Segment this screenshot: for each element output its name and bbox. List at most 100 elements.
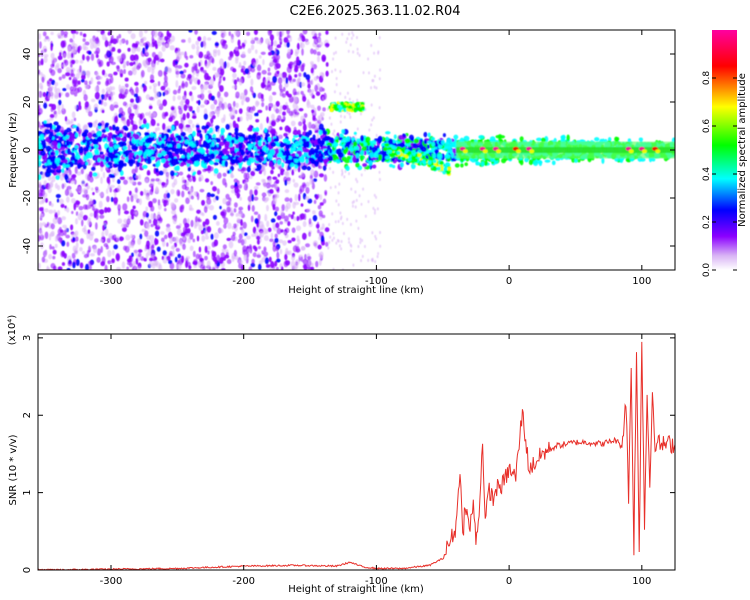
- heatmap-cell: [222, 76, 226, 81]
- heatmap-cell: [59, 198, 64, 205]
- heatmap-cell: [79, 247, 83, 252]
- heatmap-cell: [551, 160, 556, 166]
- heatmap-cell: [206, 225, 212, 233]
- heatmap-cell: [338, 244, 341, 248]
- heatmap-cell: [219, 205, 222, 210]
- heatmap-cell: [266, 204, 269, 212]
- heatmap-cell: [338, 182, 341, 186]
- heatmap-cell: [71, 252, 76, 259]
- heatmap-cell: [356, 98, 359, 102]
- heatmap-cell: [176, 165, 180, 170]
- heatmap-cell: [335, 199, 338, 203]
- heatmap-cell: [296, 235, 300, 242]
- heatmap-cell: [225, 123, 231, 130]
- heatmap-cell: [243, 89, 248, 96]
- heatmap-cell: [312, 115, 316, 121]
- heatmap-cell: [245, 96, 250, 103]
- heatmap-cell: [334, 36, 337, 40]
- heatmap-cell: [347, 171, 350, 176]
- heatmap-cell: [82, 123, 89, 132]
- heatmap-cell: [157, 220, 160, 227]
- heatmap-cell: [166, 242, 169, 247]
- heatmap-cell: [276, 227, 282, 235]
- heatmap-cell: [119, 39, 123, 46]
- heatmap-cell: [90, 53, 95, 61]
- heatmap-cell: [85, 70, 91, 76]
- heatmap-cell: [231, 85, 237, 89]
- heatmap-cell: [251, 204, 255, 212]
- heatmap-cell: [178, 171, 184, 176]
- heatmap-cell: [198, 139, 202, 147]
- heatmap-cell: [182, 243, 186, 250]
- heatmap-cell: [286, 107, 291, 114]
- heatmap-cell: [40, 49, 44, 57]
- heatmap-cell: [299, 185, 305, 193]
- heatmap-cell: [155, 43, 158, 50]
- heatmap-cell: [317, 229, 320, 234]
- heatmap-cell: [187, 167, 191, 172]
- heatmap-cell: [264, 213, 268, 222]
- heatmap-cell: [153, 30, 158, 38]
- heatmap-cell: [164, 75, 168, 83]
- heatmap-cell: [241, 99, 244, 106]
- heatmap-cell: [323, 174, 328, 182]
- heatmap-cell: [137, 249, 143, 253]
- heatmap-cell: [255, 182, 261, 186]
- heatmap-cell: [174, 198, 179, 203]
- heatmap-cell: [137, 266, 141, 270]
- heatmap-cell: [306, 208, 311, 213]
- heatmap-cell: [367, 258, 370, 262]
- heatmap-cell: [228, 31, 232, 36]
- heatmap-cell: [313, 76, 318, 81]
- heatmap-cell: [239, 116, 243, 122]
- heatmap-cell: [70, 224, 74, 231]
- heatmap-cell: [103, 101, 108, 107]
- heatmap-cell: [279, 142, 285, 148]
- heatmap-cell: [296, 150, 300, 155]
- heatmap-cell: [334, 68, 337, 72]
- heatmap-cell: [275, 222, 280, 229]
- heatmap-cell: [287, 159, 292, 165]
- heatmap-cell: [75, 211, 79, 216]
- heatmap-cell: [292, 78, 296, 83]
- heatmap-cell: [226, 237, 232, 242]
- heatmap-cell: [346, 110, 349, 114]
- heatmap-cell: [270, 169, 274, 175]
- heatmap-cell: [594, 137, 600, 142]
- heatmap-cell: [440, 139, 445, 146]
- heatmap-cell: [80, 168, 84, 175]
- heatmap-cell: [173, 178, 178, 186]
- heatmap-cell: [245, 172, 250, 180]
- heatmap-cell: [379, 230, 382, 235]
- heatmap-cell: [374, 234, 377, 239]
- heatmap-cell: [154, 91, 160, 99]
- heatmap-cell: [251, 37, 254, 43]
- heatmap-cell: [257, 92, 263, 99]
- heatmap-cell: [223, 91, 229, 98]
- heatmap-cell: [307, 256, 312, 260]
- heatmap-cell: [87, 245, 92, 251]
- heatmap-cell: [203, 41, 207, 49]
- heatmap-cell: [282, 111, 286, 116]
- heatmap-cell: [213, 168, 219, 175]
- heatmap-cell: [346, 37, 349, 41]
- heatmap-cell: [463, 135, 470, 142]
- heatmap-cell: [339, 114, 342, 118]
- heatmap-cell: [210, 123, 214, 128]
- heatmap-cell: [171, 203, 175, 210]
- heatmap-cell: [189, 91, 193, 97]
- heatmap-cell: [233, 249, 238, 257]
- heatmap-cell: [294, 48, 300, 55]
- heatmap-cell: [288, 213, 292, 218]
- heatmap-cell: [192, 112, 197, 119]
- heatmap-cell: [339, 69, 342, 74]
- heatmap-cell: [222, 178, 227, 186]
- heatmap-cell: [187, 173, 190, 181]
- heatmap-cell: [46, 221, 50, 226]
- heatmap-cell: [72, 33, 75, 40]
- heatmap-cell: [107, 132, 113, 137]
- heatmap-cell: [207, 90, 212, 94]
- heatmap-cell: [142, 47, 145, 55]
- heatmap-cell: [274, 260, 278, 267]
- heatmap-cell: [349, 243, 352, 247]
